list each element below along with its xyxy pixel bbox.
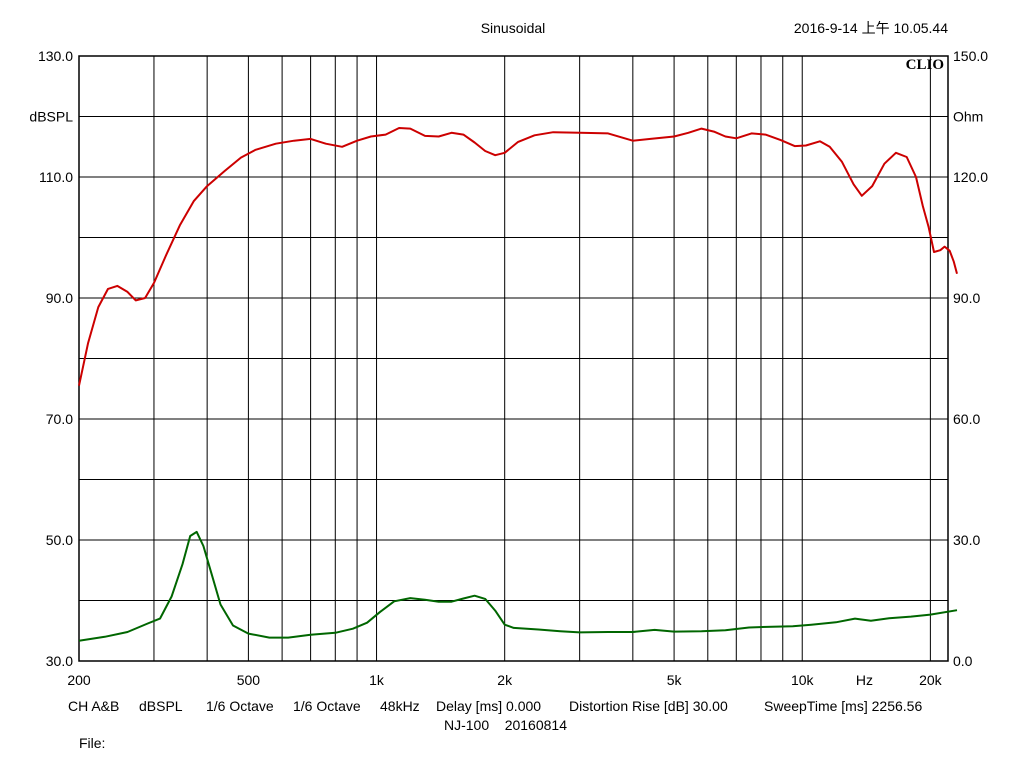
y-right-unit-label: Ohm — [953, 109, 983, 125]
x-unit-label: Hz — [856, 672, 873, 688]
y-left-tick-label: 110.0 — [39, 169, 73, 185]
x-tick-label: 10k — [791, 672, 815, 688]
chart-title: Sinusoidal — [481, 20, 546, 36]
y-left-tick-label: 50.0 — [46, 532, 73, 548]
impedance-line — [78, 530, 958, 642]
footer-channel: CH A&B — [68, 698, 119, 714]
x-tick-label: 20k — [919, 672, 943, 688]
x-tick-label: 2k — [497, 672, 513, 688]
footer-delay: Delay [ms] 0.000 — [436, 698, 541, 714]
footer-distortion-rise: Distortion Rise [dB] 30.00 — [569, 698, 728, 714]
y-right-tick-label: 90.0 — [953, 290, 980, 306]
x-tick-label: 5k — [667, 672, 683, 688]
x-tick-label: 200 — [67, 672, 91, 688]
y-left-tick-label: 30.0 — [46, 653, 73, 669]
footer-device-date: NJ-100 20160814 — [444, 717, 567, 733]
y-left-tick-label: 90.0 — [46, 290, 73, 306]
footer-file-label: File: — [79, 735, 105, 751]
y-left-tick-label: 130.0 — [38, 48, 73, 64]
y-left-tick-label: 70.0 — [46, 411, 73, 427]
footer-resolution: 1/6 Octave — [293, 698, 361, 714]
timestamp: 2016-9-14 上午 10.05.44 — [794, 20, 948, 36]
footer-info: CH A&B dBSPL 1/6 Octave 1/6 Octave 48kHz… — [68, 698, 922, 751]
y-right-tick-label: 30.0 — [953, 532, 980, 548]
y-right-tick-label: 60.0 — [953, 411, 980, 427]
y-right-tick-label: 0.0 — [953, 653, 973, 669]
spl-response-line — [78, 127, 958, 386]
y-right-tick-label: 120.0 — [953, 169, 988, 185]
footer-smoothing: 1/6 Octave — [206, 698, 274, 714]
y-left-unit-label: dBSPL — [29, 109, 73, 125]
clio-logo: CLIO — [906, 57, 944, 73]
plot-grid — [79, 56, 948, 661]
x-tick-label: 1k — [369, 672, 385, 688]
axis-labels: 130.0 110.0 90.0 70.0 50.0 30.0 dBSPL 150.0 120.… — [29, 48, 988, 688]
x-tick-label: 500 — [237, 672, 261, 688]
footer-sample-rate: 48kHz — [380, 698, 420, 714]
y-right-tick-label: 150.0 — [953, 48, 988, 64]
plot-frame — [78, 55, 949, 662]
footer-sweep-time: SweepTime [ms] 2256.56 — [764, 698, 922, 714]
footer-unit: dBSPL — [139, 698, 183, 714]
series-layer — [78, 127, 958, 642]
